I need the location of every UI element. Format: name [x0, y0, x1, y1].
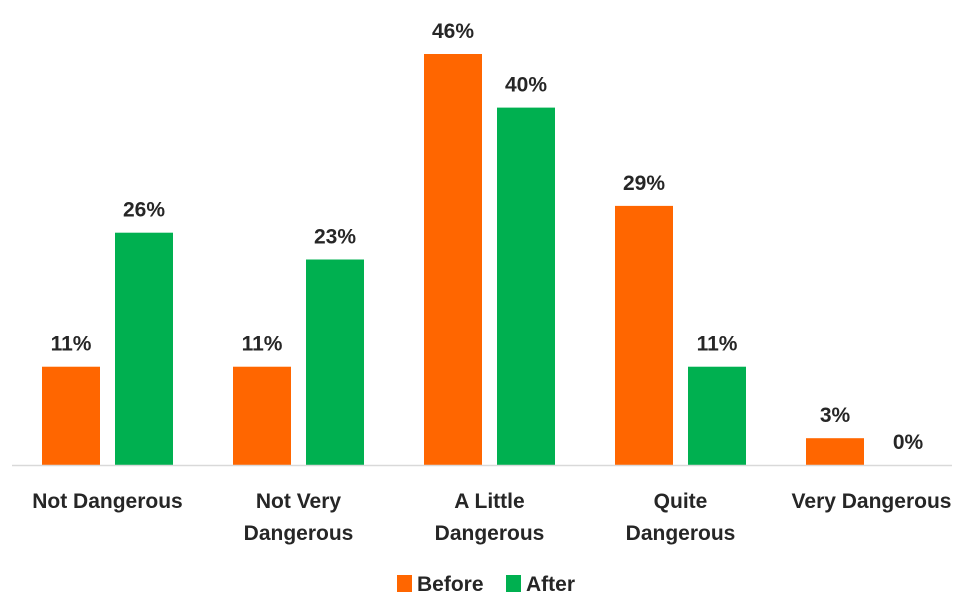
data-label-after-not-dangerous: 26%: [123, 199, 165, 222]
category-label-a-little-dangerous: A Little Dangerous: [435, 490, 545, 545]
category-label-quite-dangerous: Quite Dangerous: [626, 490, 736, 545]
legend-label-after: After: [526, 573, 575, 596]
category-label-not-very-dangerous: Not Very Dangerous: [244, 490, 354, 545]
category-label-not-dangerous: Not Dangerous: [32, 490, 183, 513]
bar-before-very-dangerous: [806, 438, 864, 465]
data-label-after-quite-dangerous: 11%: [697, 333, 738, 356]
legend-swatch-before: [397, 575, 412, 592]
bar-after-quite-dangerous: [688, 366, 746, 465]
data-label-after-not-very-dangerous: 23%: [314, 226, 356, 249]
bar-before-not-very-dangerous: [233, 366, 291, 465]
data-label-before-very-dangerous: 3%: [820, 404, 851, 427]
data-label-before-quite-dangerous: 29%: [623, 172, 665, 195]
bars-group: [42, 54, 864, 466]
category-labels-group: Not Dangerous Not Very Dangerous A Little Da…: [32, 490, 951, 545]
bar-before-not-dangerous: [42, 366, 100, 465]
category-label-very-dangerous: Very Dangerous: [792, 490, 952, 513]
data-label-before-not-dangerous: 11%: [51, 333, 92, 356]
bar-before-a-little-dangerous: [424, 54, 482, 465]
data-label-after-a-little-dangerous: 40%: [505, 74, 547, 97]
bar-before-quite-dangerous: [615, 205, 673, 466]
bar-after-not-dangerous: [115, 232, 173, 465]
data-label-before-a-little-dangerous: 46%: [432, 20, 474, 43]
legend-swatch-after: [506, 575, 521, 592]
bar-after-not-very-dangerous: [306, 259, 364, 465]
legend: Before After: [397, 573, 575, 596]
value-labels-group: 11% 26% 11% 23% 46% 40% 29% 11% 3% 0%: [51, 20, 924, 454]
bar-after-a-little-dangerous: [497, 107, 555, 465]
legend-label-before: Before: [417, 573, 484, 596]
data-label-before-not-very-dangerous: 11%: [242, 333, 283, 356]
data-label-after-very-dangerous: 0%: [893, 431, 924, 454]
